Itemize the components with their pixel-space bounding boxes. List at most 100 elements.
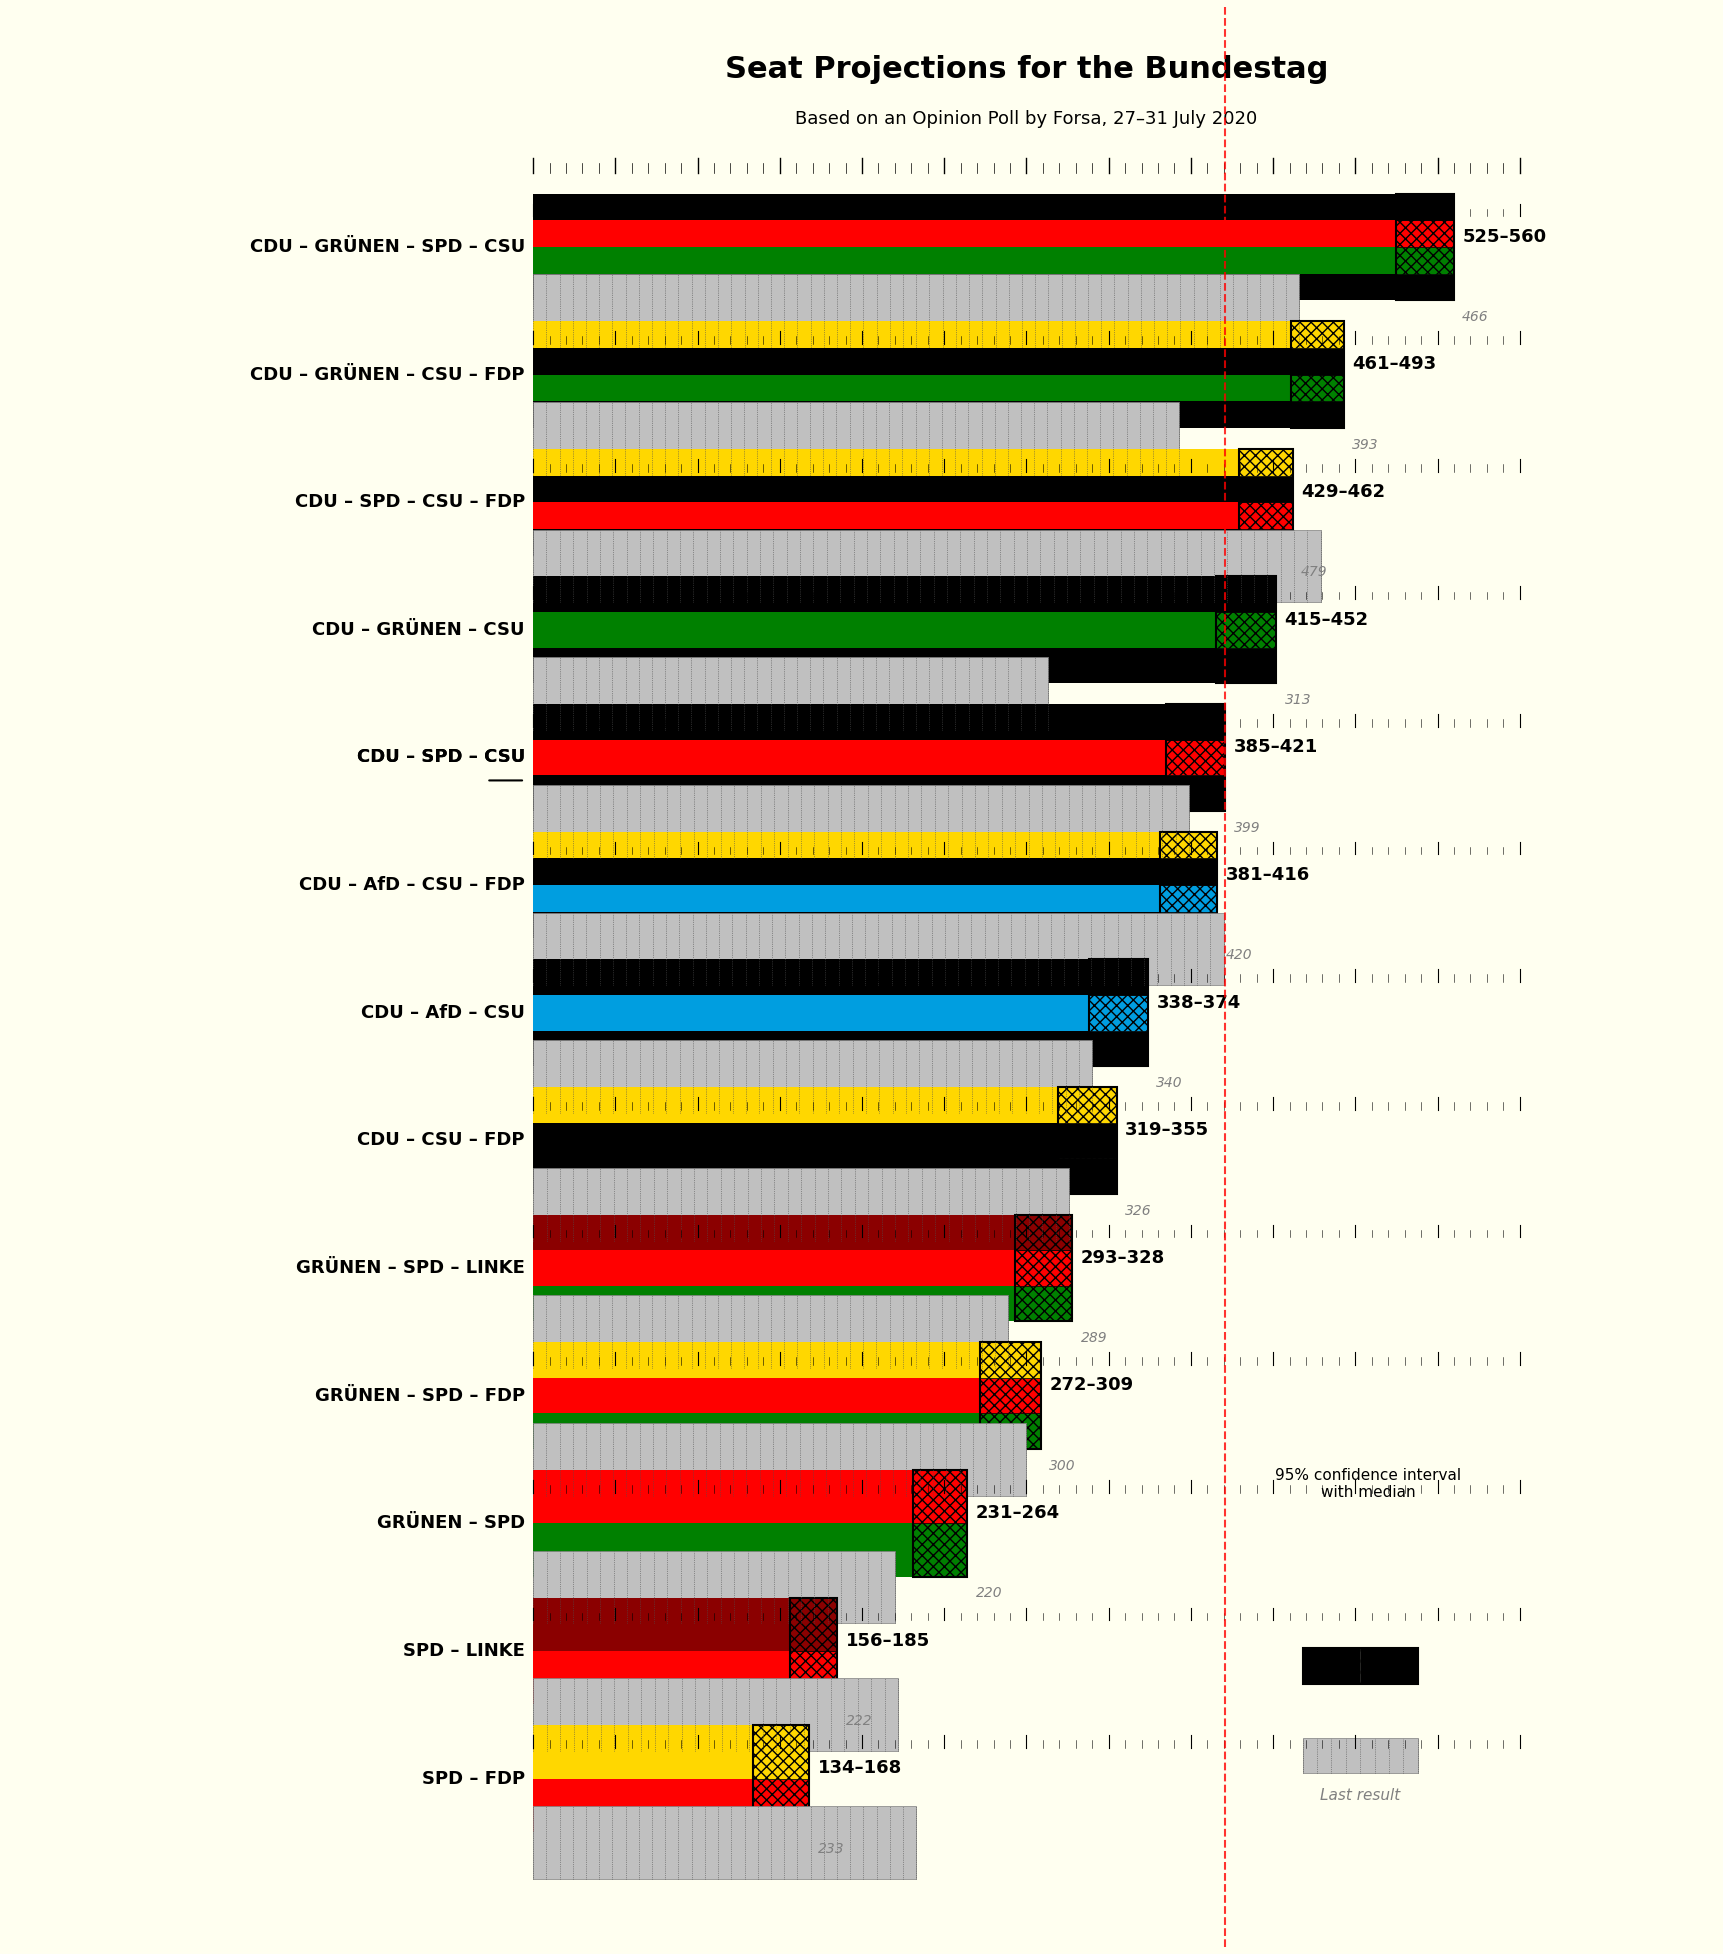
Bar [1396,221,1452,246]
Bar [532,1168,1068,1241]
Bar [532,193,1396,221]
Bar [532,913,1223,985]
Bar [532,1598,789,1651]
Bar [532,1778,753,1833]
Text: GRÜNEN – SPD: GRÜNEN – SPD [377,1514,524,1532]
Text: 420: 420 [1225,948,1251,961]
Bar [1165,776,1225,811]
Bar [532,1086,1058,1124]
Text: 313: 313 [1284,694,1311,707]
Text: CDU – GRÜNEN – CSU: CDU – GRÜNEN – CSU [312,621,524,639]
Bar [532,475,1237,502]
Bar [1215,576,1275,612]
Bar [532,403,1179,475]
Bar [532,1040,1092,1114]
Text: 95% confidence interval
with median: 95% confidence interval with median [1275,1467,1461,1501]
Text: 289: 289 [1080,1331,1106,1344]
Text: 272–309: 272–309 [1049,1376,1134,1395]
Bar [532,1413,980,1450]
Bar [532,502,1237,530]
Bar [532,959,1089,995]
Bar [532,1551,894,1624]
Bar [1291,348,1342,375]
Bar [532,1124,1058,1159]
Bar [532,221,1396,246]
Text: CDU – SPD – CSU – FDP: CDU – SPD – CSU – FDP [295,492,524,512]
Bar [913,1469,967,1524]
Text: CDU – SPD – CSU: CDU – SPD – CSU [357,748,524,766]
Bar [532,647,1215,684]
Bar [1165,741,1225,776]
Text: 429–462: 429–462 [1301,483,1384,500]
Text: SPD – FDP: SPD – FDP [422,1770,524,1788]
Bar [980,1342,1041,1378]
Text: 415–452: 415–452 [1284,610,1368,629]
Bar [1165,703,1225,741]
Bar [532,320,1291,348]
Text: 340: 340 [1156,1077,1182,1090]
Bar [1160,913,1216,938]
Bar [1237,530,1292,555]
Bar [1303,1649,1359,1684]
Bar [789,1651,837,1704]
Bar [532,1678,898,1751]
Bar [1015,1251,1072,1286]
Bar [1089,995,1148,1030]
Bar [1396,193,1452,301]
Bar [1237,449,1292,555]
Bar [1089,959,1148,1067]
Bar [532,657,1048,731]
Bar [1303,1649,1416,1684]
Bar [532,995,1089,1030]
Bar [1396,274,1452,301]
Bar [1089,959,1148,995]
Bar [1215,576,1275,684]
Bar [1237,475,1292,502]
Bar [532,401,1291,428]
Text: CDU – AfD – CSU: CDU – AfD – CSU [360,1004,524,1022]
Text: 479: 479 [1301,565,1327,580]
Text: 393: 393 [1351,438,1378,451]
Text: Seat Projections for the Bundestag: Seat Projections for the Bundestag [724,55,1327,84]
Bar [980,1413,1041,1450]
Bar [789,1598,837,1651]
Bar [532,274,1299,348]
Bar [913,1469,967,1577]
Bar [532,741,1165,776]
Text: 231–264: 231–264 [975,1505,1060,1522]
Bar [1291,320,1342,348]
Text: 134–168: 134–168 [817,1759,901,1778]
Bar [532,1805,915,1878]
Bar [532,1725,753,1778]
Text: CDU – GRÜNEN – SPD – CSU: CDU – GRÜNEN – SPD – CSU [250,238,524,256]
Bar [1160,885,1216,913]
Bar [1215,612,1275,647]
Bar [913,1524,967,1577]
Bar [532,1286,1015,1321]
Bar [1160,858,1216,885]
Text: CDU – SPD – CSU: CDU – SPD – CSU [357,748,524,766]
Text: 399: 399 [1234,821,1260,834]
Text: 233: 233 [817,1843,844,1856]
Bar [532,274,1396,301]
Bar [1058,1159,1117,1194]
Text: 381–416: 381–416 [1225,866,1309,883]
Bar [1291,401,1342,428]
Text: Last result: Last result [1320,1788,1399,1802]
Bar [532,348,1291,375]
Bar [532,1469,913,1524]
Text: 466: 466 [1461,311,1489,324]
Bar [1237,502,1292,530]
Bar [532,1251,1015,1286]
Text: 461–493: 461–493 [1351,356,1435,373]
Text: GRÜNEN – SPD – LINKE: GRÜNEN – SPD – LINKE [296,1258,524,1278]
Bar [1291,320,1342,428]
Bar [1160,832,1216,858]
Text: 319–355: 319–355 [1125,1122,1208,1139]
Bar [1165,703,1225,811]
Bar [532,246,1396,274]
Text: 300: 300 [1049,1460,1075,1473]
Bar [1396,193,1452,221]
Bar [532,703,1165,741]
Text: 293–328: 293–328 [1080,1249,1165,1266]
